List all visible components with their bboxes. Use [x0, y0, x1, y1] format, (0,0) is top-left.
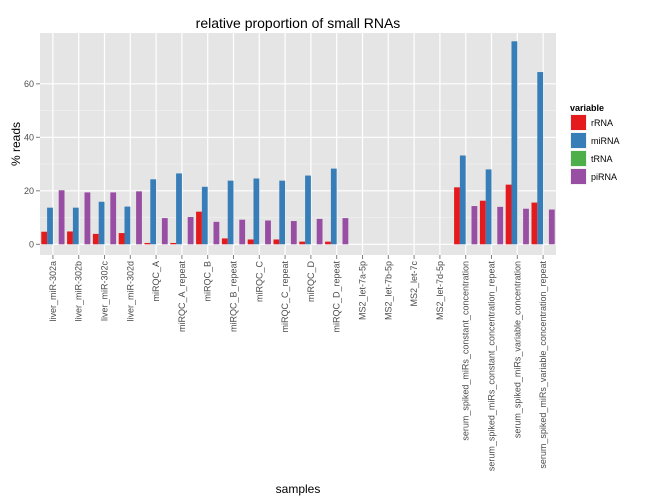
bar-rRNA — [479, 200, 486, 245]
chart-title: relative proportion of small RNAs — [196, 15, 401, 31]
x-tick-label: MS2_let-7d-5p — [435, 261, 445, 320]
legend: variable rRNA miRNA tRNA piRNA — [570, 103, 620, 185]
bar-miRNA — [279, 180, 286, 245]
x-tick-label: serum_spiked_miRs_constant_concentration… — [487, 261, 497, 472]
legend-swatch-miRNA — [571, 133, 586, 148]
x-tick-label: miRQC_C_repeat — [280, 261, 290, 333]
x-tick-label: liver_miR-302d — [125, 261, 135, 322]
bar-miRNA — [124, 206, 131, 245]
bar-piRNA — [213, 221, 220, 245]
bar-rRNA — [325, 241, 331, 245]
bar-miRNA — [150, 179, 157, 245]
bar-piRNA — [265, 220, 271, 245]
bar-miRNA — [176, 173, 182, 245]
bar-miRNA — [72, 207, 79, 245]
bar-piRNA — [187, 217, 194, 245]
y-tick-label: 60 — [24, 79, 34, 89]
legend-label-tRNA: tRNA — [591, 154, 613, 164]
bar-rRNA — [41, 231, 48, 245]
bar-miRNA — [201, 186, 208, 245]
bar-miRNA — [98, 201, 105, 245]
bar-rRNA — [454, 187, 460, 245]
bar-piRNA — [548, 209, 555, 245]
x-tick-label: MS2_let-7a-5p — [358, 261, 368, 320]
bar-piRNA — [316, 218, 323, 245]
legend-swatch-tRNA — [571, 151, 586, 166]
bar-rRNA — [221, 238, 228, 245]
y-axis: 0 20 40 60 — [24, 79, 40, 249]
bar-piRNA — [239, 219, 246, 245]
bar-piRNA — [523, 208, 529, 245]
bar-rRNA — [273, 239, 280, 245]
bar-miRNA — [511, 41, 518, 245]
bar-piRNA — [161, 218, 168, 245]
legend-label-piRNA: piRNA — [591, 172, 617, 182]
bar-piRNA — [58, 190, 65, 245]
x-tick-label: miRQC_A — [151, 261, 161, 302]
bar-rRNA — [92, 233, 99, 245]
legend-label-miRNA: miRNA — [591, 136, 620, 146]
bar-piRNA — [290, 221, 297, 245]
legend-title: variable — [570, 103, 604, 113]
bar-miRNA — [485, 169, 492, 245]
bar-miRNA — [459, 155, 466, 245]
x-tick-label: MS2_let-7b-5p — [383, 261, 393, 320]
bar-miRNA — [253, 178, 260, 245]
x-tick-label: miRQC_A_repeat — [177, 261, 187, 333]
bar-miRNA — [330, 168, 337, 245]
x-axis: liver_miR-302a liver_miR-302b liver_miR-30… — [48, 255, 548, 471]
bar-rRNA — [170, 242, 177, 245]
x-tick-label: serum_spiked_miRs_variable_concentration… — [538, 261, 548, 469]
x-tick-label: miRQC_B — [203, 261, 213, 302]
bar-rRNA — [118, 233, 125, 245]
x-tick-label: liver_miR-302a — [48, 261, 58, 322]
x-tick-label: miRQC_B_repeat — [229, 261, 239, 333]
bar-rRNA — [247, 239, 254, 245]
x-tick-label: miRQC_D — [306, 261, 316, 303]
y-tick-label: 20 — [24, 186, 34, 196]
x-tick-label: serum_spiked_miRs_variable_concentration — [512, 261, 522, 438]
bar-rRNA — [531, 202, 538, 245]
bar-rRNA — [299, 241, 306, 245]
bar-rRNA — [505, 184, 512, 245]
y-tick-label: 0 — [29, 239, 34, 249]
y-tick-label: 40 — [24, 132, 34, 142]
bar-piRNA — [471, 206, 478, 245]
bar-piRNA — [136, 191, 142, 245]
x-tick-label: MS2_let-7c — [409, 261, 419, 307]
bar-miRNA — [537, 72, 544, 245]
bars — [41, 41, 555, 245]
plot-panel — [40, 33, 556, 255]
x-tick-label: serum_spiked_miRs_constant_concentration — [461, 261, 471, 441]
bar-miRNA — [227, 180, 234, 245]
bar-miRNA — [305, 175, 311, 245]
legend-label-rRNA: rRNA — [591, 118, 613, 128]
y-axis-title: % reads — [9, 122, 23, 166]
bar-rRNA — [144, 242, 151, 245]
x-tick-label: liver_miR-302c — [100, 261, 110, 322]
legend-swatch-piRNA — [571, 169, 586, 184]
legend-swatch-rRNA — [571, 115, 586, 130]
bar-piRNA — [84, 192, 91, 245]
bar-rRNA — [196, 211, 202, 245]
bar-piRNA — [497, 206, 504, 245]
x-tick-label: miRQC_C — [254, 261, 264, 303]
x-tick-label: liver_miR-302b — [74, 261, 84, 322]
bar-piRNA — [342, 218, 349, 245]
x-axis-title: samples — [276, 482, 321, 496]
bar-piRNA — [110, 192, 117, 245]
x-tick-label: miRQC_D_repeat — [332, 261, 342, 333]
bar-rRNA — [67, 231, 73, 245]
bar-miRNA — [47, 207, 53, 245]
